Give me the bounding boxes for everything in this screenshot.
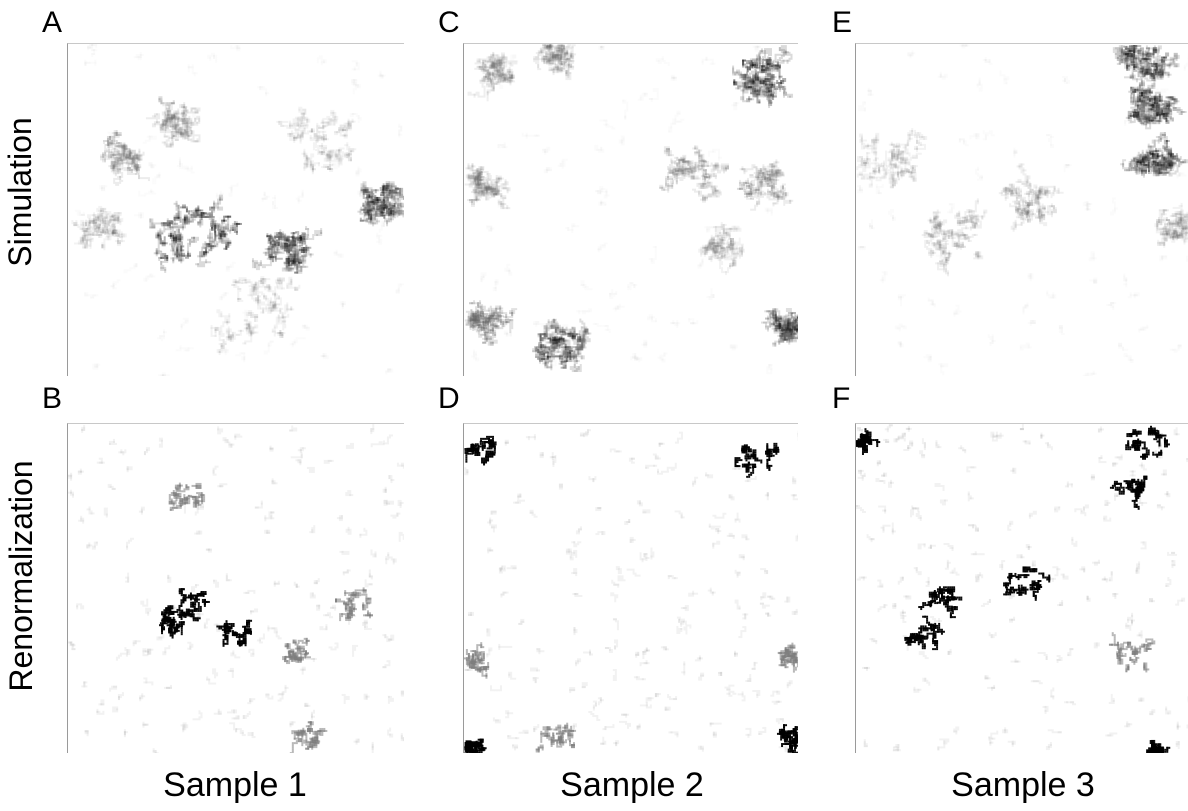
column-label-sample-3: Sample 3 xyxy=(853,768,1188,802)
panel-f-renormalization-sample-3 xyxy=(855,423,1188,753)
column-label-sample-1: Sample 1 xyxy=(65,768,405,802)
row-label-simulation: Simulation xyxy=(2,112,38,272)
panel-letter-e: E xyxy=(832,8,852,38)
cluster-image-a xyxy=(71,44,404,376)
panel-a-simulation-sample-1 xyxy=(67,43,404,376)
column-label-sample-2: Sample 2 xyxy=(462,768,802,802)
cluster-image-f xyxy=(856,424,1188,753)
panel-letter-a: A xyxy=(42,8,62,38)
cluster-image-e xyxy=(856,44,1188,376)
panel-letter-d: D xyxy=(438,384,460,414)
cluster-image-b xyxy=(68,424,404,753)
panel-letter-b: B xyxy=(42,384,62,414)
panel-letter-f: F xyxy=(832,384,850,414)
cluster-image-d xyxy=(464,429,798,753)
panel-e-simulation-sample-3 xyxy=(855,43,1188,376)
panel-d-renormalization-sample-2 xyxy=(463,423,798,753)
panel-c-simulation-sample-2 xyxy=(463,43,798,376)
panel-b-renormalization-sample-1 xyxy=(67,423,404,753)
cluster-image-c xyxy=(464,44,798,375)
panel-letter-c: C xyxy=(438,8,460,38)
row-label-renormalization: Renormalization xyxy=(3,451,39,701)
